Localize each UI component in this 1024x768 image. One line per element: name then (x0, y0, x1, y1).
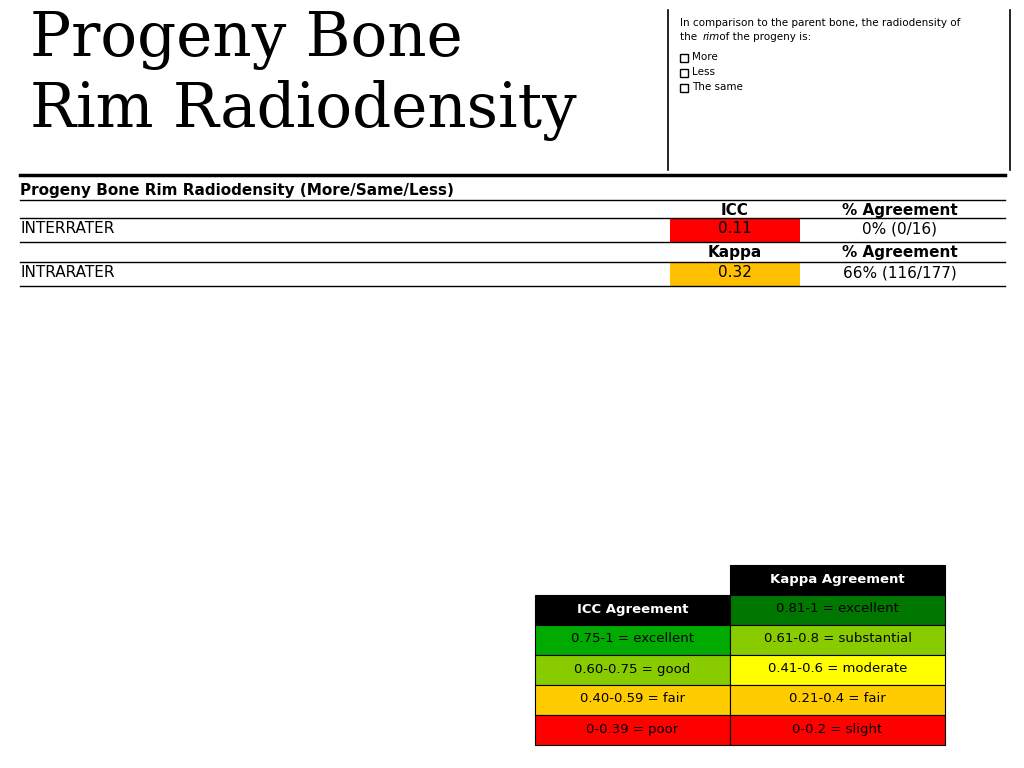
Text: 0.41-0.6 = moderate: 0.41-0.6 = moderate (768, 663, 907, 676)
Text: 0.75-1 = excellent: 0.75-1 = excellent (571, 633, 694, 645)
Text: 0.60-0.75 = good: 0.60-0.75 = good (574, 663, 690, 676)
Text: 0.61-0.8 = substantial: 0.61-0.8 = substantial (764, 633, 911, 645)
FancyBboxPatch shape (680, 54, 688, 62)
FancyBboxPatch shape (730, 625, 945, 655)
Text: INTERRATER: INTERRATER (20, 221, 115, 236)
FancyBboxPatch shape (730, 565, 945, 595)
Text: 0-0.2 = slight: 0-0.2 = slight (793, 723, 883, 736)
Text: 0.21-0.4 = fair: 0.21-0.4 = fair (790, 693, 886, 706)
FancyBboxPatch shape (535, 715, 730, 745)
Text: of the progeny is:: of the progeny is: (716, 32, 811, 42)
Text: Progeny Bone Rim Radiodensity (More/Same/Less): Progeny Bone Rim Radiodensity (More/Same… (20, 183, 454, 198)
Text: Less: Less (692, 67, 715, 77)
FancyBboxPatch shape (670, 218, 800, 242)
Text: 0.11: 0.11 (718, 221, 752, 236)
Text: 0-0.39 = poor: 0-0.39 = poor (587, 723, 679, 736)
Text: INTRARATER: INTRARATER (20, 265, 115, 280)
Text: % Agreement: % Agreement (842, 203, 957, 218)
Text: In comparison to the parent bone, the radiodensity of: In comparison to the parent bone, the ra… (680, 18, 961, 28)
FancyBboxPatch shape (535, 655, 730, 685)
Text: ICC Agreement: ICC Agreement (577, 603, 688, 615)
FancyBboxPatch shape (535, 625, 730, 655)
FancyBboxPatch shape (680, 69, 688, 77)
Text: The same: The same (692, 82, 742, 92)
Text: Kappa: Kappa (708, 245, 762, 260)
FancyBboxPatch shape (535, 595, 730, 625)
FancyBboxPatch shape (730, 685, 945, 715)
Text: rim: rim (703, 32, 720, 42)
Text: 0% (0/16): 0% (0/16) (862, 221, 938, 236)
Text: Progeny Bone: Progeny Bone (30, 10, 463, 70)
Text: Kappa Agreement: Kappa Agreement (770, 572, 905, 585)
Text: 0.81-1 = excellent: 0.81-1 = excellent (776, 603, 899, 615)
FancyBboxPatch shape (730, 715, 945, 745)
Text: 0.40-0.59 = fair: 0.40-0.59 = fair (580, 693, 685, 706)
FancyBboxPatch shape (535, 685, 730, 715)
FancyBboxPatch shape (730, 595, 945, 625)
Text: ICC: ICC (721, 203, 749, 218)
Text: Rim Radiodensity: Rim Radiodensity (30, 80, 577, 141)
FancyBboxPatch shape (680, 84, 688, 92)
FancyBboxPatch shape (730, 655, 945, 685)
Text: % Agreement: % Agreement (842, 245, 957, 260)
Text: the: the (680, 32, 700, 42)
FancyBboxPatch shape (670, 262, 800, 286)
Text: 66% (116/177): 66% (116/177) (843, 265, 956, 280)
Text: More: More (692, 52, 718, 62)
Text: 0.32: 0.32 (718, 265, 752, 280)
